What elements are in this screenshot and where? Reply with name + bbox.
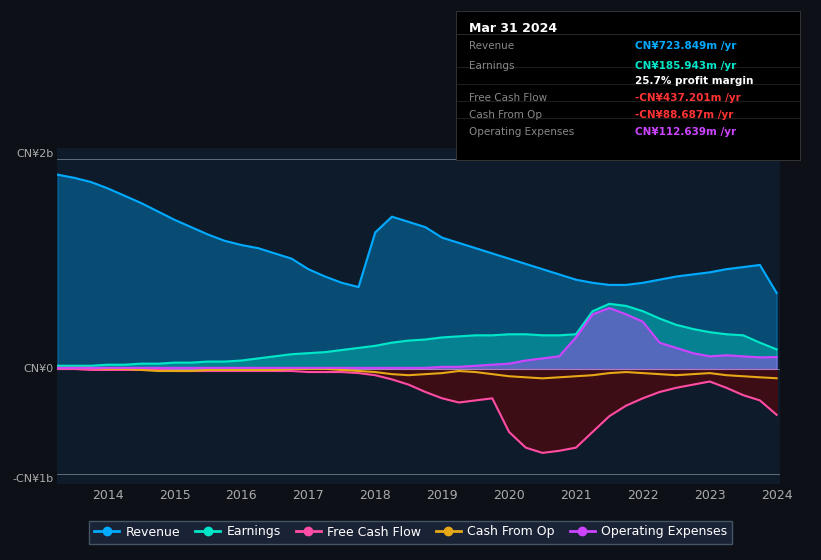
Text: -CN¥88.687m /yr: -CN¥88.687m /yr xyxy=(635,110,733,120)
Text: Operating Expenses: Operating Expenses xyxy=(470,127,575,137)
FancyBboxPatch shape xyxy=(456,11,800,160)
Text: -CN¥1b: -CN¥1b xyxy=(13,474,54,484)
Text: 25.7% profit margin: 25.7% profit margin xyxy=(635,76,754,86)
Text: CN¥0: CN¥0 xyxy=(24,364,54,374)
Text: CN¥112.639m /yr: CN¥112.639m /yr xyxy=(635,127,736,137)
Text: Revenue: Revenue xyxy=(470,41,515,51)
Text: CN¥723.849m /yr: CN¥723.849m /yr xyxy=(635,41,736,51)
Text: Mar 31 2024: Mar 31 2024 xyxy=(470,22,557,35)
Text: -CN¥437.201m /yr: -CN¥437.201m /yr xyxy=(635,93,741,103)
Text: CN¥185.943m /yr: CN¥185.943m /yr xyxy=(635,61,736,71)
Text: CN¥2b: CN¥2b xyxy=(16,149,54,159)
Text: Earnings: Earnings xyxy=(470,61,515,71)
Text: Cash From Op: Cash From Op xyxy=(470,110,543,120)
Legend: Revenue, Earnings, Free Cash Flow, Cash From Op, Operating Expenses: Revenue, Earnings, Free Cash Flow, Cash … xyxy=(89,520,732,544)
Text: Free Cash Flow: Free Cash Flow xyxy=(470,93,548,103)
